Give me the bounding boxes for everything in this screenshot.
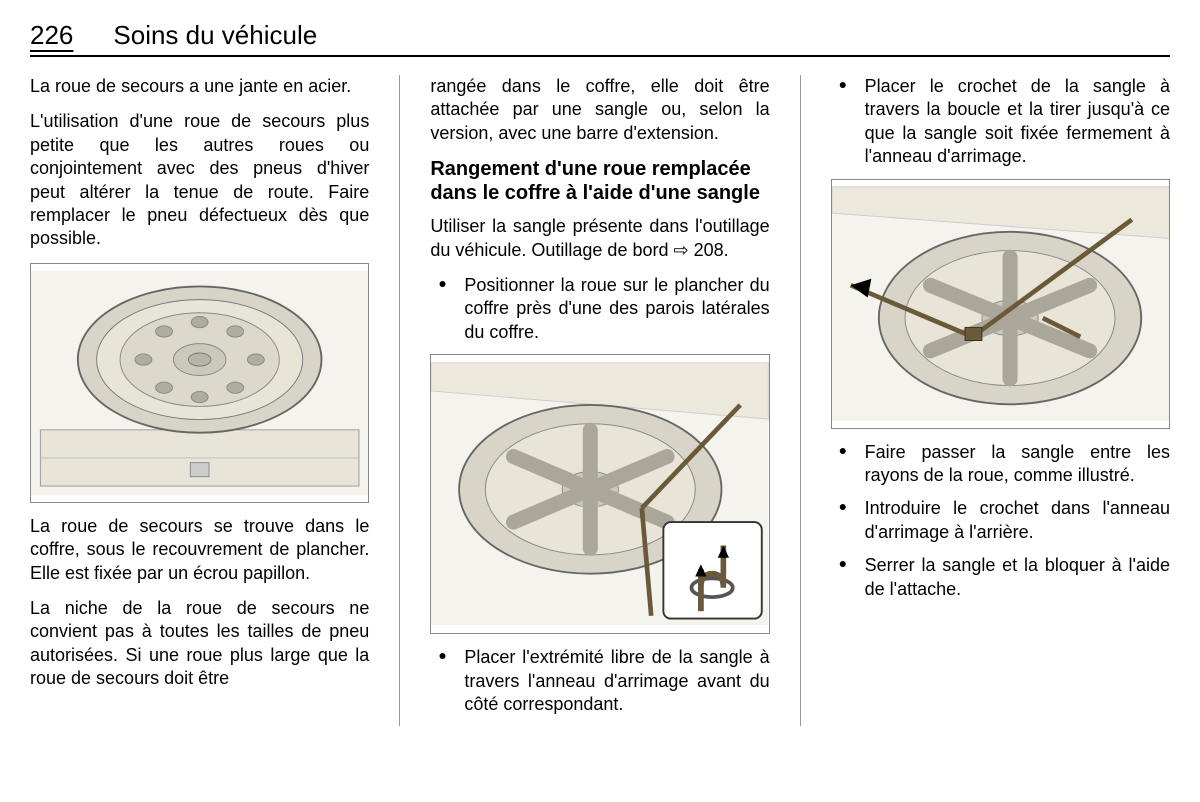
bullet-list: Faire passer la sangle entre les rayons … (831, 441, 1170, 601)
list-item: Placer l'extrémité libre de la sangle à … (430, 646, 769, 716)
list-item: Serrer la sangle et la bloquer à l'aide … (831, 554, 1170, 601)
list-item: Placer le crochet de la sangle à travers… (831, 75, 1170, 169)
paragraph: rangée dans le coffre, elle doit être at… (430, 75, 769, 145)
bullet-list: Placer le crochet de la sangle à travers… (831, 75, 1170, 169)
list-item: Introduire le crochet dans l'anneau d'ar… (831, 497, 1170, 544)
content-columns: La roue de secours a une jante en acier.… (30, 75, 1170, 726)
bullet-list: Positionner la roue sur le plancher du c… (430, 274, 769, 344)
paragraph: La roue de secours a une jante en acier. (30, 75, 369, 98)
bullet-list: Placer l'extrémité libre de la sangle à … (430, 646, 769, 716)
page-number: 226 (30, 20, 73, 51)
column-3: Placer le crochet de la sangle à travers… (831, 75, 1170, 726)
column-separator (800, 75, 801, 726)
paragraph: L'utilisation d'une roue de secours plus… (30, 110, 369, 250)
chapter-title: Soins du véhicule (113, 20, 317, 51)
cross-reference: ⇨ 208. (674, 240, 729, 260)
column-2: rangée dans le coffre, elle doit être at… (430, 75, 769, 726)
subheading: Rangement d'une roue remplacée dans le c… (430, 157, 769, 205)
paragraph: La roue de secours se trouve dans le cof… (30, 515, 369, 585)
page: 226 Soins du véhicule La roue de secours… (0, 0, 1200, 802)
illustration-spare-wheel (30, 263, 369, 503)
column-separator (399, 75, 400, 726)
page-header: 226 Soins du véhicule (30, 20, 1170, 57)
illustration-strap-through-ring (430, 354, 769, 634)
list-item: Positionner la roue sur le plancher du c… (430, 274, 769, 344)
illustration-strap-through-spokes (831, 179, 1170, 429)
list-item: Faire passer la sangle entre les rayons … (831, 441, 1170, 488)
paragraph: Utiliser la sangle présente dans l'outil… (430, 215, 769, 262)
column-1: La roue de secours a une jante en acier.… (30, 75, 369, 726)
paragraph: La niche de la roue de secours ne convie… (30, 597, 369, 691)
